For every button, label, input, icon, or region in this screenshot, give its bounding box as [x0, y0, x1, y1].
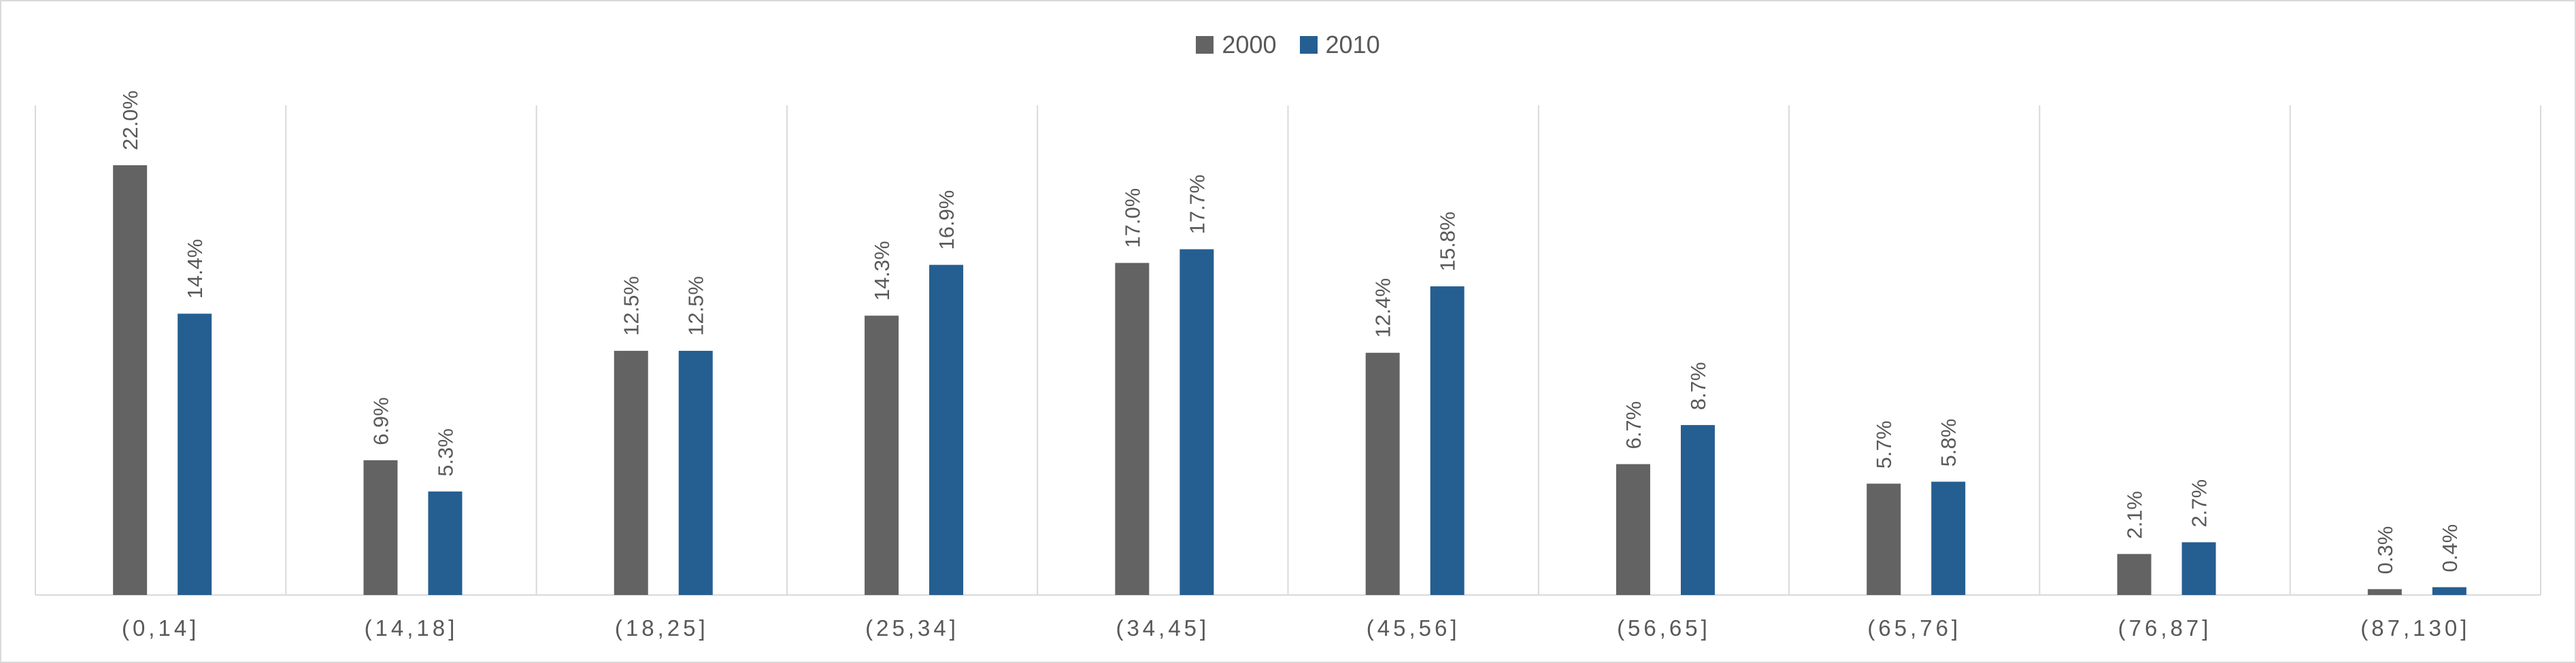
data-label-2000-0: 22.0%	[118, 90, 142, 150]
data-label-2010-6: 8.7%	[1686, 362, 1710, 410]
data-label-2010-5: 15.8%	[1436, 211, 1460, 271]
legend-swatch-2010	[1299, 36, 1318, 54]
bar-2010-8	[2181, 542, 2216, 595]
bar-2010-3	[929, 265, 964, 595]
data-label-2000-9: 0.3%	[2373, 526, 2397, 575]
data-label-2000-4: 17.0%	[1120, 188, 1144, 248]
legend-item-2010: 2010	[1299, 31, 1380, 59]
bar-2010-2	[678, 350, 713, 595]
bar-2000-1	[363, 460, 398, 595]
legend-item-2000: 2000	[1196, 31, 1277, 59]
data-label-2010-8: 2.7%	[2188, 479, 2211, 528]
bar-2010-6	[1680, 425, 1715, 595]
bar-2010-4	[1180, 249, 1214, 595]
data-label-2000-8: 2.1%	[2123, 491, 2147, 539]
x-tick-label-3: (25,34]	[865, 615, 959, 641]
legend: 2000 2010	[0, 24, 2576, 65]
legend-label-2010: 2010	[1325, 31, 1380, 58]
bar-2000-3	[865, 316, 899, 595]
data-label-2010-0: 14.4%	[183, 239, 207, 299]
legend-swatch-2000	[1196, 36, 1214, 54]
data-label-2000-3: 14.3%	[870, 241, 894, 301]
data-label-2000-2: 12.5%	[620, 276, 643, 336]
data-label-2000-5: 12.4%	[1371, 278, 1395, 338]
data-label-2010-1: 5.3%	[433, 428, 457, 477]
data-label-2010-9: 0.4%	[2438, 524, 2462, 573]
data-label-2010-7: 5.8%	[1937, 419, 1960, 467]
x-tick-label-2: (18,25]	[615, 615, 709, 641]
bar-2010-0	[178, 313, 212, 595]
bar-2000-2	[614, 350, 648, 595]
bar-2000-0	[113, 165, 148, 595]
bar-2000-9	[2367, 589, 2402, 595]
x-tick-label-8: (76,87]	[2118, 615, 2212, 641]
data-label-2010-2: 12.5%	[684, 276, 708, 336]
bar-2010-9	[2432, 587, 2466, 595]
x-tick-label-1: (14,18]	[365, 615, 458, 641]
bar-2010-7	[1931, 481, 1966, 595]
x-tick-label-5: (45,56]	[1367, 615, 1460, 641]
data-label-2010-3: 16.9%	[935, 190, 958, 250]
x-tick-label-9: (87,130]	[2360, 615, 2470, 641]
bar-2000-6	[1616, 464, 1650, 595]
x-tick-label-7: (65,76]	[1867, 615, 1961, 641]
data-label-2010-4: 17.7%	[1185, 175, 1209, 235]
data-label-2000-1: 6.9%	[369, 397, 392, 445]
x-tick-label-6: (56,65]	[1617, 615, 1711, 641]
bar-2000-4	[1115, 262, 1150, 595]
legend-label-2000: 2000	[1222, 31, 1277, 58]
bar-2000-7	[1867, 483, 1901, 595]
data-label-2000-7: 5.7%	[1872, 421, 1896, 469]
x-tick-label-0: (0,14]	[122, 615, 199, 641]
bar-2000-8	[2117, 554, 2152, 595]
bar-2000-5	[1365, 352, 1400, 595]
data-label-2000-6: 6.7%	[1622, 401, 1645, 449]
bar-2010-1	[428, 491, 463, 595]
x-tick-label-4: (34,45]	[1116, 615, 1209, 641]
bar-2010-5	[1430, 286, 1465, 595]
